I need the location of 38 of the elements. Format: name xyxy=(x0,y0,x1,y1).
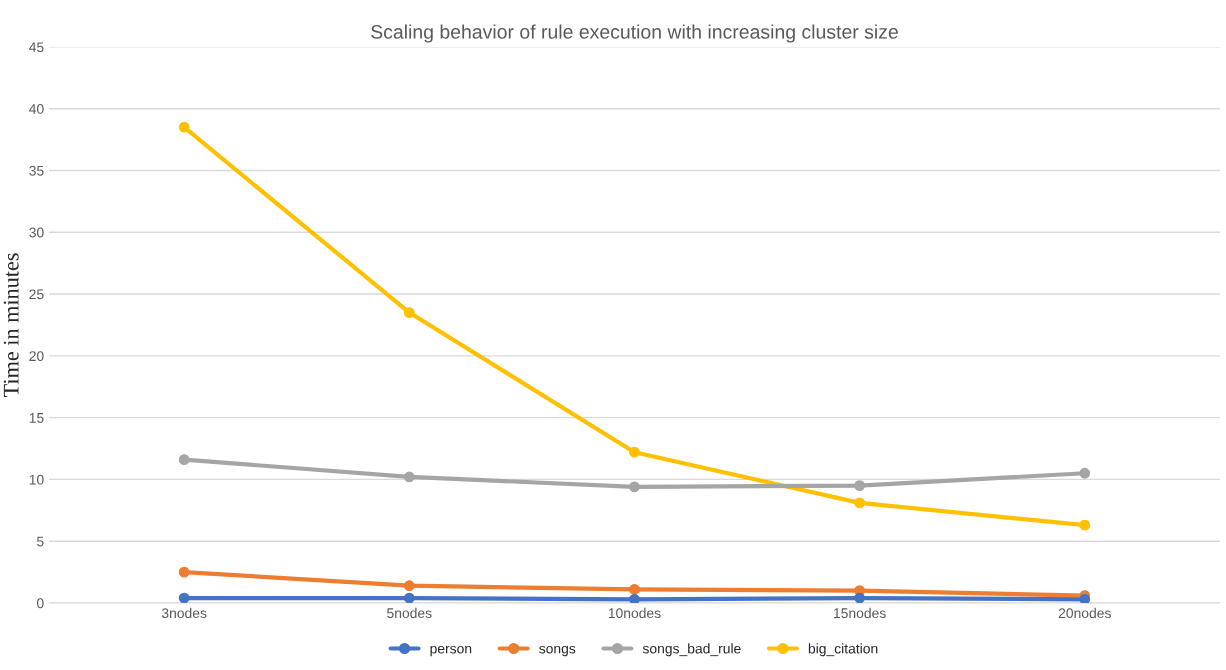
y-tick-label: 5 xyxy=(37,536,44,547)
point xyxy=(403,592,415,603)
y-axis-title: Time in minutes xyxy=(3,253,19,397)
point xyxy=(1079,519,1091,531)
y-tick-label: 25 xyxy=(29,289,44,300)
x-tick-label: 20nodes xyxy=(1058,607,1111,619)
legend-label: person xyxy=(430,645,472,657)
legend-label: songs xyxy=(539,645,576,657)
y-tick-label: 45 xyxy=(29,42,44,53)
point xyxy=(403,471,415,483)
point xyxy=(629,446,640,458)
y-tick-label: 35 xyxy=(29,165,44,176)
point xyxy=(854,497,865,509)
y-tick-label: 20 xyxy=(29,351,44,362)
y-tick-label: 15 xyxy=(29,413,44,423)
point xyxy=(178,454,190,466)
x-tick-label: 10nodes xyxy=(608,607,661,619)
point xyxy=(403,307,415,318)
legend-label: songs_bad_rule xyxy=(642,643,741,657)
point xyxy=(178,566,190,578)
point xyxy=(403,580,415,592)
y-tick-label: 0 xyxy=(37,598,44,609)
y-tick-label: 30 xyxy=(29,227,44,238)
x-tick-label: 5nodes xyxy=(387,607,432,619)
y-tick-label: 10 xyxy=(29,474,44,485)
point xyxy=(629,593,640,603)
legend-label: big_citation xyxy=(808,643,878,657)
point xyxy=(629,481,640,493)
point xyxy=(854,480,865,491)
point xyxy=(854,592,865,603)
point xyxy=(629,584,640,595)
x-tick-label: 3nodes xyxy=(161,607,207,619)
point xyxy=(178,592,190,603)
y-tick-label: 40 xyxy=(29,104,44,114)
point xyxy=(178,121,190,133)
chart-title: Scaling behavior of rule execution with increasing cluster size xyxy=(371,24,898,43)
x-tick-label: 15nodes xyxy=(834,607,886,619)
point xyxy=(1079,467,1091,479)
